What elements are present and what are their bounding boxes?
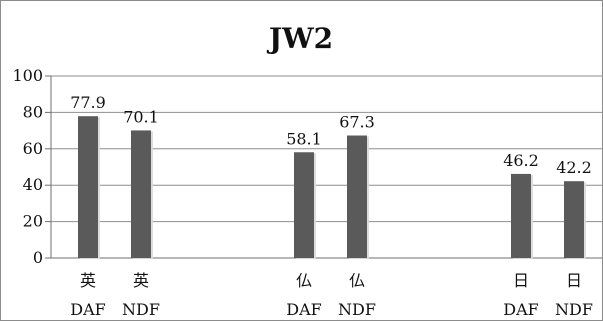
category-suffix: DAF <box>70 300 105 319</box>
y-tick-label: 0 <box>33 248 43 267</box>
y-tick-label: 20 <box>23 212 43 231</box>
category-prefix: 日 <box>513 271 529 290</box>
category-label: 仏 NDF <box>338 271 376 319</box>
bar <box>78 116 98 258</box>
category-suffix: NDF <box>122 300 160 319</box>
bar <box>294 152 314 258</box>
bar <box>347 135 367 258</box>
category-label: 仏 DAF <box>286 271 321 319</box>
category-suffix: DAF <box>286 300 321 319</box>
y-tick-label: 80 <box>23 102 43 121</box>
category-labels: 英 DAF 英 NDF 仏 DAF 仏 NDF 日 DAF 日 NDF <box>70 271 593 319</box>
bar <box>511 173 531 258</box>
data-labels: 77.9 70.1 58.1 67.3 46.2 42.2 <box>70 93 592 177</box>
data-label: 58.1 <box>286 129 322 148</box>
bars <box>78 116 586 259</box>
y-tick-label: 60 <box>23 139 43 158</box>
category-prefix: 仏 <box>296 271 312 290</box>
y-tick-label: 100 <box>12 66 43 85</box>
chart-title: JW2 <box>266 22 333 55</box>
category-prefix: 英 <box>133 271 149 290</box>
category-label: 英 NDF <box>122 271 160 319</box>
data-label: 67.3 <box>339 113 375 132</box>
category-prefix: 英 <box>80 271 96 290</box>
category-suffix: DAF <box>503 300 538 319</box>
data-label: 70.1 <box>123 107 159 126</box>
category-prefix: 日 <box>566 271 582 290</box>
data-label: 46.2 <box>503 151 539 170</box>
category-prefix: 仏 <box>349 271 365 290</box>
category-label: 日 NDF <box>555 271 593 319</box>
category-label: 日 DAF <box>503 271 538 319</box>
category-label: 英 DAF <box>70 271 105 319</box>
category-suffix: NDF <box>555 300 593 319</box>
bar <box>564 181 584 258</box>
y-tick-label: 40 <box>23 175 43 194</box>
bar <box>131 130 151 258</box>
tick-labels: 0 20 40 60 80 100 <box>12 66 43 267</box>
data-label: 42.2 <box>556 158 592 177</box>
data-label: 77.9 <box>70 93 106 112</box>
category-suffix: NDF <box>338 300 376 319</box>
